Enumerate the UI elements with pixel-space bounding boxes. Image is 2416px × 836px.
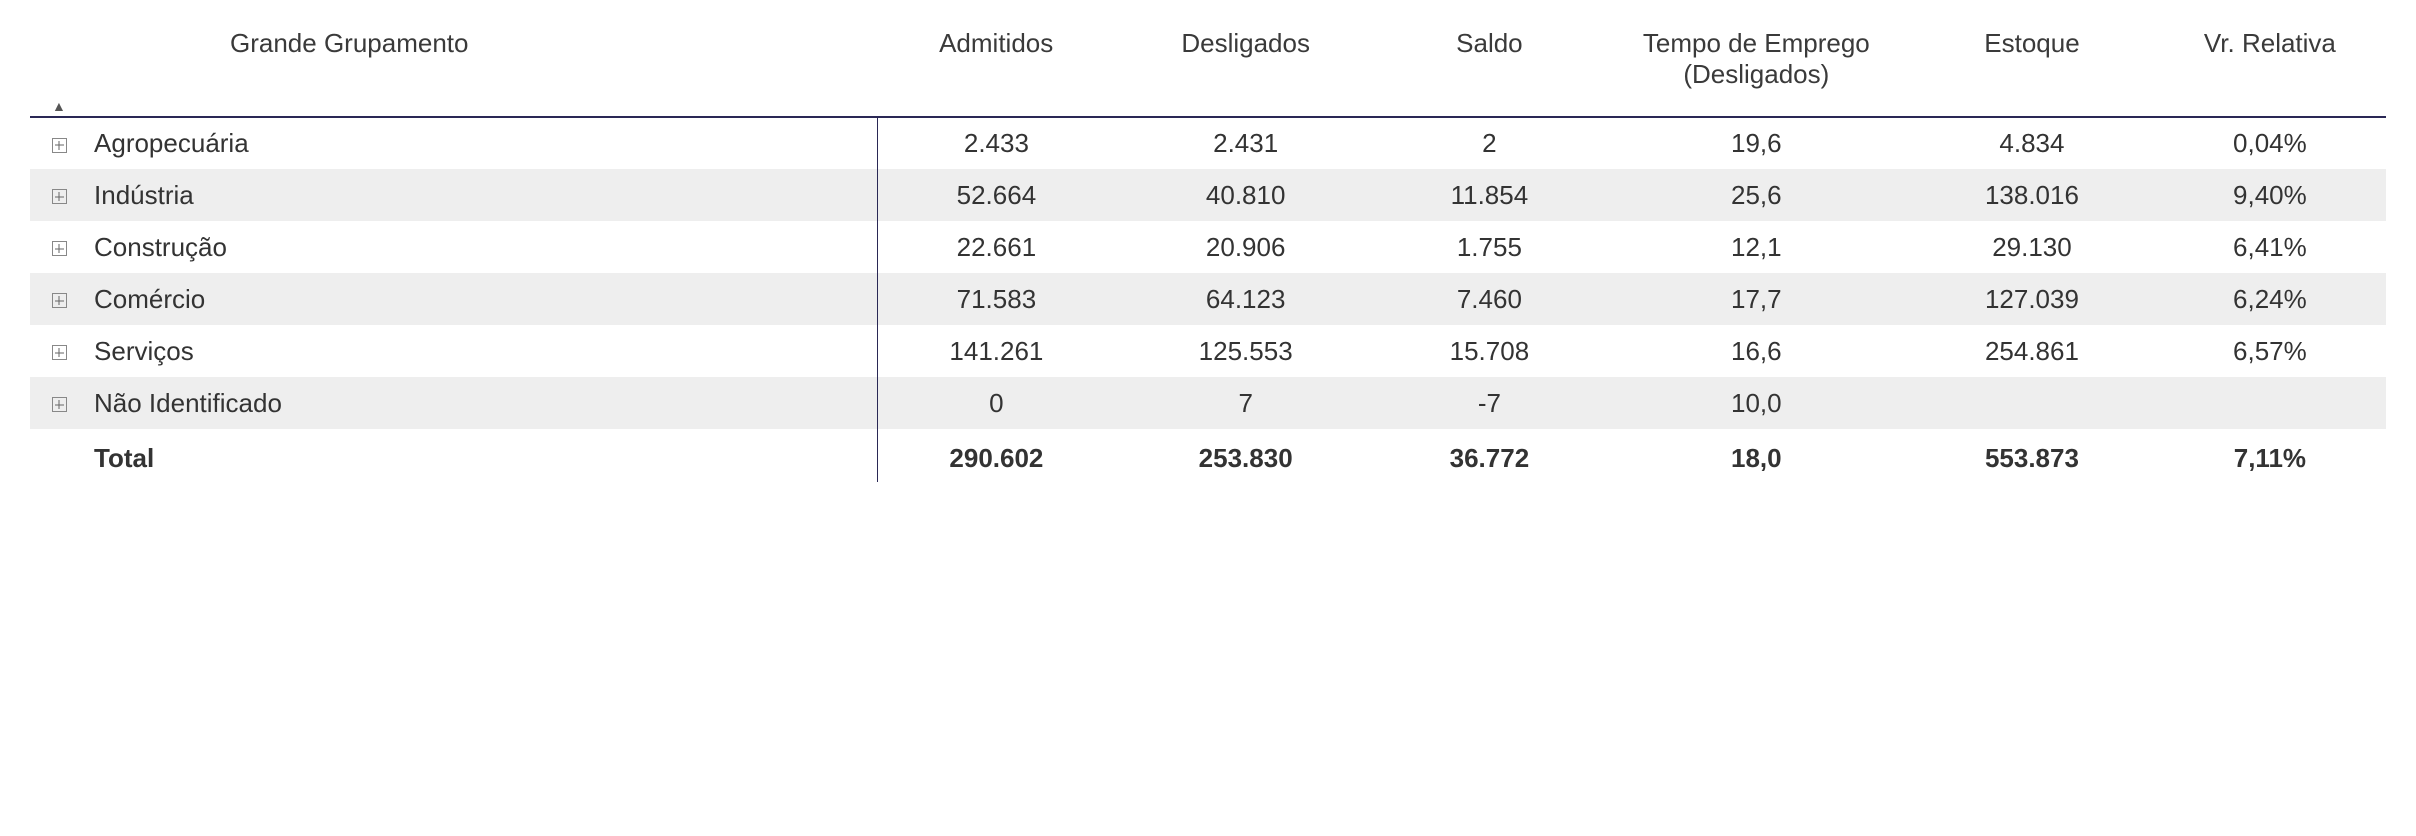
cell-desligados: 125.553 bbox=[1115, 325, 1376, 377]
cell-desligados: 64.123 bbox=[1115, 273, 1376, 325]
cell-tempo: 19,6 bbox=[1603, 117, 1911, 169]
expand-icon[interactable] bbox=[52, 241, 67, 256]
cell-tempo: 10,0 bbox=[1603, 377, 1911, 429]
table-total-row: Total 290.602 253.830 36.772 18,0 553.87… bbox=[30, 429, 2386, 482]
column-header-desligados[interactable]: Desligados bbox=[1115, 20, 1376, 117]
table-row: Agropecuária 2.433 2.431 2 19,6 4.834 0,… bbox=[30, 117, 2386, 169]
table-row: Comércio 71.583 64.123 7.460 17,7 127.03… bbox=[30, 273, 2386, 325]
cell-tempo: 12,1 bbox=[1603, 221, 1911, 273]
cell-admitidos: 71.583 bbox=[877, 273, 1115, 325]
cell-estoque: 127.039 bbox=[1910, 273, 2154, 325]
table-row: Serviços 141.261 125.553 15.708 16,6 254… bbox=[30, 325, 2386, 377]
row-label: Indústria bbox=[88, 169, 877, 221]
expand-icon[interactable] bbox=[52, 397, 67, 412]
table-row: Não Identificado 0 7 -7 10,0 bbox=[30, 377, 2386, 429]
cell-estoque bbox=[1910, 377, 2154, 429]
column-header-admitidos[interactable]: Admitidos bbox=[877, 20, 1115, 117]
column-header-saldo[interactable]: Saldo bbox=[1376, 20, 1602, 117]
cell-admitidos: 2.433 bbox=[877, 117, 1115, 169]
table-row: Construção 22.661 20.906 1.755 12,1 29.1… bbox=[30, 221, 2386, 273]
cell-saldo: 1.755 bbox=[1376, 221, 1602, 273]
cell-estoque: 138.016 bbox=[1910, 169, 2154, 221]
cell-vr: 6,24% bbox=[2154, 273, 2386, 325]
column-header-group-label: Grande Grupamento bbox=[230, 28, 468, 58]
cell-estoque: 29.130 bbox=[1910, 221, 2154, 273]
row-label: Não Identificado bbox=[88, 377, 877, 429]
cell-saldo: -7 bbox=[1376, 377, 1602, 429]
cell-tempo: 25,6 bbox=[1603, 169, 1911, 221]
total-saldo: 36.772 bbox=[1376, 429, 1602, 482]
cell-vr: 0,04% bbox=[2154, 117, 2386, 169]
row-label: Comércio bbox=[88, 273, 877, 325]
cell-saldo: 2 bbox=[1376, 117, 1602, 169]
total-desligados: 253.830 bbox=[1115, 429, 1376, 482]
cell-estoque: 254.861 bbox=[1910, 325, 2154, 377]
cell-desligados: 7 bbox=[1115, 377, 1376, 429]
column-header-group[interactable]: Grande Grupamento ▲ bbox=[30, 20, 877, 117]
row-label: Construção bbox=[88, 221, 877, 273]
total-admitidos: 290.602 bbox=[877, 429, 1115, 482]
cell-vr: 6,57% bbox=[2154, 325, 2386, 377]
table-body: Agropecuária 2.433 2.431 2 19,6 4.834 0,… bbox=[30, 117, 2386, 482]
cell-admitidos: 141.261 bbox=[877, 325, 1115, 377]
expand-icon[interactable] bbox=[52, 345, 67, 360]
cell-tempo: 16,6 bbox=[1603, 325, 1911, 377]
cell-desligados: 2.431 bbox=[1115, 117, 1376, 169]
total-vr: 7,11% bbox=[2154, 429, 2386, 482]
cell-vr: 6,41% bbox=[2154, 221, 2386, 273]
row-label: Serviços bbox=[88, 325, 877, 377]
row-label: Agropecuária bbox=[88, 117, 877, 169]
cell-admitidos: 52.664 bbox=[877, 169, 1115, 221]
cell-desligados: 40.810 bbox=[1115, 169, 1376, 221]
data-table-container: Grande Grupamento ▲ Admitidos Desligados… bbox=[30, 20, 2386, 482]
total-estoque: 553.873 bbox=[1910, 429, 2154, 482]
cell-saldo: 7.460 bbox=[1376, 273, 1602, 325]
cell-vr: 9,40% bbox=[2154, 169, 2386, 221]
column-header-vr[interactable]: Vr. Relativa bbox=[2154, 20, 2386, 117]
cell-vr bbox=[2154, 377, 2386, 429]
data-table: Grande Grupamento ▲ Admitidos Desligados… bbox=[30, 20, 2386, 482]
cell-admitidos: 0 bbox=[877, 377, 1115, 429]
column-header-tempo[interactable]: Tempo de Emprego (Desligados) bbox=[1603, 20, 1911, 117]
column-header-estoque[interactable]: Estoque bbox=[1910, 20, 2154, 117]
cell-admitidos: 22.661 bbox=[877, 221, 1115, 273]
cell-saldo: 15.708 bbox=[1376, 325, 1602, 377]
expand-icon[interactable] bbox=[52, 138, 67, 153]
expand-icon[interactable] bbox=[52, 293, 67, 308]
expand-icon[interactable] bbox=[52, 189, 67, 204]
total-tempo: 18,0 bbox=[1603, 429, 1911, 482]
table-header-row: Grande Grupamento ▲ Admitidos Desligados… bbox=[30, 20, 2386, 117]
cell-saldo: 11.854 bbox=[1376, 169, 1602, 221]
cell-estoque: 4.834 bbox=[1910, 117, 2154, 169]
total-label: Total bbox=[88, 429, 877, 482]
table-row: Indústria 52.664 40.810 11.854 25,6 138.… bbox=[30, 169, 2386, 221]
cell-desligados: 20.906 bbox=[1115, 221, 1376, 273]
cell-tempo: 17,7 bbox=[1603, 273, 1911, 325]
sort-ascending-icon[interactable]: ▲ bbox=[52, 98, 66, 114]
